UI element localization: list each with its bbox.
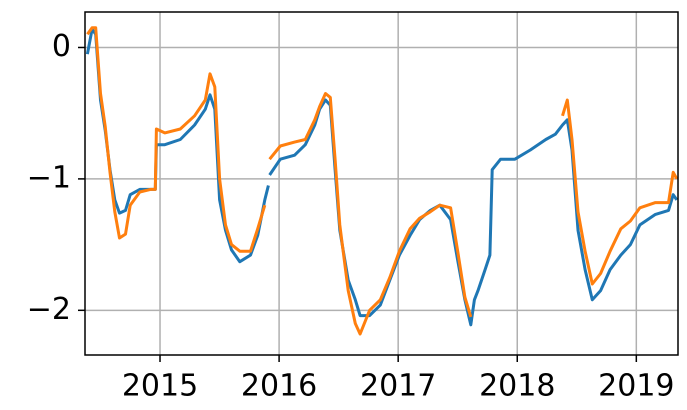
x-tick-label: 2019 (598, 369, 674, 404)
plot-frame (84, 11, 679, 356)
x-tick-label: 2015 (122, 369, 198, 404)
x-tick-label: 2016 (241, 369, 317, 404)
x-tick-label: 2017 (360, 369, 436, 404)
series-line (86, 26, 679, 336)
y-tick-label: −1 (27, 160, 71, 195)
y-tick-label: 0 (52, 29, 71, 64)
series-line (85, 27, 679, 327)
x-tick-label: 2018 (479, 369, 555, 404)
y-tick-label: −2 (27, 292, 71, 327)
